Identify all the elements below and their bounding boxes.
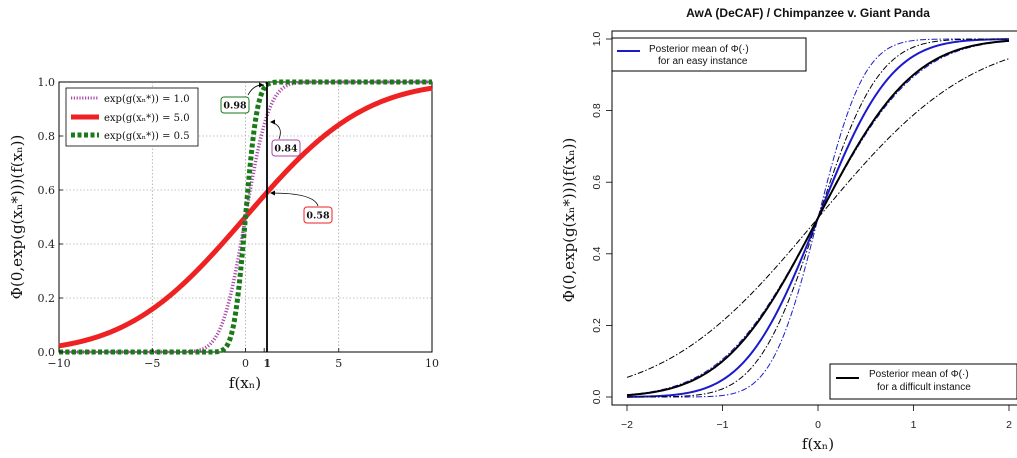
left-y-tick-label: 1.0 bbox=[38, 76, 56, 89]
right-curves bbox=[626, 38, 1010, 398]
right-x-tick-label: −2 bbox=[621, 419, 633, 431]
right-series-line-2 bbox=[627, 38, 1009, 398]
left-x-tick-label: 0 bbox=[242, 357, 249, 370]
annotation-label-058: 0.58 bbox=[306, 211, 330, 222]
right-y-tick-label: 0.8 bbox=[591, 103, 603, 118]
left-legend-entry-2: exp(g(xₙ*)) = 5.0 bbox=[104, 113, 190, 124]
annotation-0.98: 0.98 bbox=[220, 82, 265, 114]
right-legend-difficult-line2: for a difficult instance bbox=[877, 382, 971, 393]
right-legend-easy-line2: for an easy instance bbox=[658, 56, 748, 67]
right-y-tick-label: 0.6 bbox=[591, 175, 603, 190]
annotation-label-084: 0.84 bbox=[274, 144, 298, 155]
left-x-tick-label: 5 bbox=[335, 357, 342, 370]
right-series-line-5 bbox=[627, 38, 1009, 398]
right-y-axis-title: Φ(0,exp(g(xₙ*)))(f(xₙ)) bbox=[560, 138, 578, 303]
right-x-axis-title: f(xₙ) bbox=[802, 435, 834, 453]
left-y-tick-label: 0.2 bbox=[38, 292, 56, 305]
left-legend-entry-3: exp(g(xₙ*)) = 0.5 bbox=[104, 131, 190, 142]
right-legend-easy: Posterior mean of Φ(·) for an easy insta… bbox=[611, 37, 807, 72]
left-series-line-3 bbox=[59, 79, 432, 355]
annotation-0.84: 0.84 bbox=[270, 119, 301, 157]
left-series-line-1 bbox=[59, 80, 432, 354]
right-panel: AwA (DeCAF) / Chimpanzee v. Giant Panda … bbox=[560, 6, 1017, 453]
left-y-tick-label: 0.6 bbox=[38, 184, 56, 197]
right-ticks: −2 −1 0 1 2 0.0 0.2 0.4 0.6 0.8 1.0 bbox=[591, 32, 1012, 431]
left-x-tick-label: 1 bbox=[263, 357, 271, 370]
left-y-tick-label: 0.0 bbox=[38, 346, 56, 359]
left-legend-entry-1: exp(g(xₙ*)) = 1.0 bbox=[104, 94, 190, 105]
right-y-tick-label: 1.0 bbox=[591, 32, 603, 47]
right-y-tick-label: 0.2 bbox=[591, 318, 603, 333]
right-y-tick-label: 0.4 bbox=[591, 246, 603, 261]
left-curves bbox=[58, 79, 433, 355]
left-y-tick-label: 0.4 bbox=[38, 238, 56, 251]
right-x-tick-label: 2 bbox=[1006, 419, 1012, 431]
right-series-line-4 bbox=[626, 39, 1010, 397]
right-series-line-6 bbox=[626, 58, 1010, 378]
left-x-axis-title: f(xₙ) bbox=[229, 374, 261, 392]
right-y-tick-label: 0.0 bbox=[591, 390, 603, 405]
left-y-axis-title: Φ(0,exp(g(xₙ*)))(f(xₙ)) bbox=[8, 135, 26, 300]
left-ticks: −10 −5 0 1 5 10 0.0 0.2 0.4 0.6 0.8 1.0 bbox=[38, 76, 440, 370]
left-legend: exp(g(xₙ*)) = 1.0 exp(g(xₙ*)) = 5.0 exp(… bbox=[65, 87, 199, 147]
right-series-line-3 bbox=[626, 40, 1010, 396]
annotation-label-098: 0.98 bbox=[223, 101, 247, 112]
right-legend-difficult: Posterior mean of Φ(·) for a difficult i… bbox=[829, 363, 1017, 400]
left-x-tick-label: 10 bbox=[425, 357, 439, 370]
right-legend-difficult-line1: Posterior mean of Φ(·) bbox=[869, 369, 969, 380]
left-y-tick-label: 0.8 bbox=[38, 130, 56, 143]
left-panel: −10 −5 0 1 5 10 0.0 0.2 0.4 0.6 0.8 1.0 0.98 0.84 0… bbox=[8, 76, 439, 392]
annotation-0.58: 0.58 bbox=[270, 190, 333, 224]
right-x-tick-label: −1 bbox=[717, 419, 729, 431]
left-x-tick-label: −5 bbox=[144, 357, 160, 370]
left-x-tick-label: −10 bbox=[47, 357, 70, 370]
right-x-tick-label: 1 bbox=[911, 419, 917, 431]
right-plot-area bbox=[611, 30, 1017, 406]
right-x-tick-label: 0 bbox=[815, 419, 821, 431]
right-legend-easy-line1: Posterior mean of Φ(·) bbox=[649, 44, 749, 55]
right-panel-title: AwA (DeCAF) / Chimpanzee v. Giant Panda bbox=[686, 6, 930, 20]
